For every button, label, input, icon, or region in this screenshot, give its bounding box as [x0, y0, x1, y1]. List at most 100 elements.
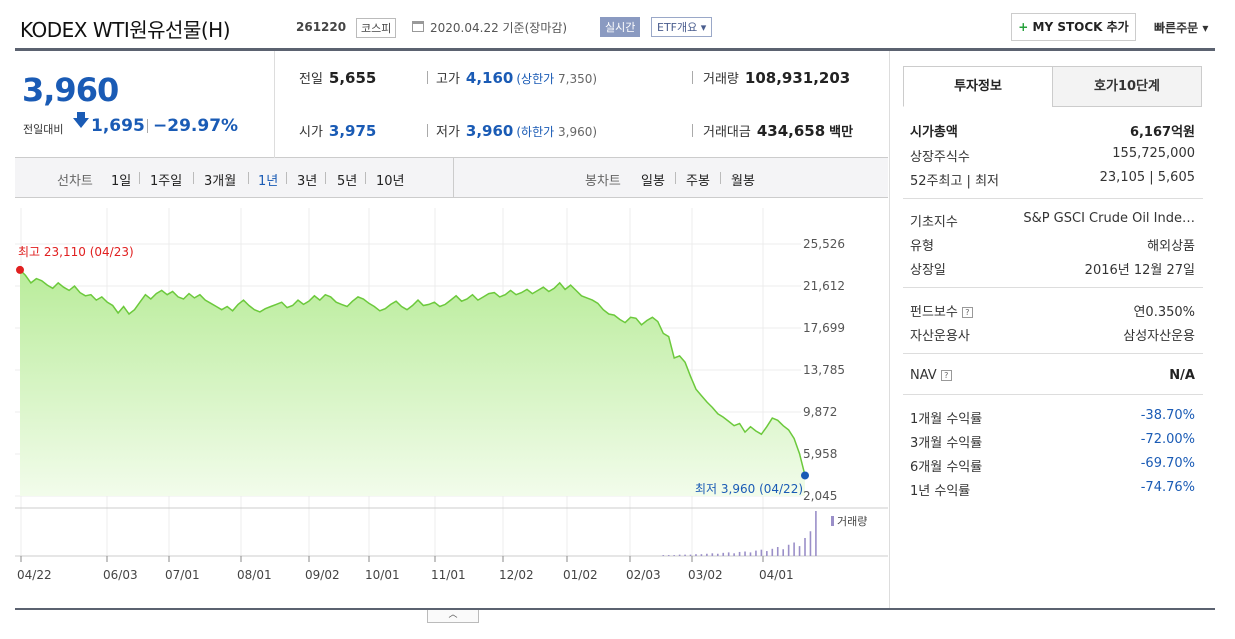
y-tick-label: 17,699 [803, 321, 845, 335]
y-tick-label: 9,872 [803, 405, 837, 419]
shares-value: 155,725,000 [1112, 146, 1195, 161]
volume-bar [727, 552, 730, 556]
x-tick-label: 03/02 [688, 568, 723, 582]
investment-info-panel: 투자정보 호가10단계 시가총액 6,167억원 상장주식수 155,725,0… [889, 51, 1215, 608]
x-tick-label: 02/03 [626, 568, 661, 582]
line-chart-title: 선차트 [57, 174, 93, 189]
price-chart[interactable]: 25,52621,61217,69913,7859,8725,9582,045 … [15, 198, 888, 608]
current-price-box: 3,960 전일대비 1,695 −29.97% [15, 51, 275, 158]
volume-bar [673, 555, 675, 556]
info-row-52week: 52주최고 | 최저 23,105 | 5,605 [910, 170, 1195, 190]
help-icon[interactable]: ? [961, 307, 973, 318]
etf-overview-button[interactable]: ETF개요 ▾ [651, 17, 713, 37]
period-divider [248, 172, 249, 184]
chart-period-toolbar: 선차트 1일 1주일 3개월 1년 3년 5년 10년 봉차트 일봉 주봉 월봉 [15, 158, 888, 198]
volume-bar [689, 554, 692, 556]
cell-divider [692, 71, 693, 84]
period-1w[interactable]: 1주일 [150, 174, 183, 189]
volume-bar [760, 549, 763, 556]
period-divider [720, 172, 721, 184]
info-row-manager: 자산운용사 삼성자산운용 [910, 325, 1195, 345]
fee-value: 연0.350% [1133, 305, 1195, 320]
period-10y[interactable]: 10년 [376, 174, 405, 189]
quick-order-menu[interactable]: 빠른주문 ▾ [1154, 21, 1209, 35]
volume-label: 거래량 [703, 72, 739, 87]
change-label: 전일대비 [23, 123, 64, 136]
info-row-return-6m: 6개월 수익률 -69.70% [910, 456, 1195, 476]
collapse-chart-button[interactable]: ︿ [427, 610, 479, 623]
lower-limit-close: ) [592, 125, 598, 139]
volume-bar [711, 553, 714, 556]
open-cell: 시가 3,975 [299, 121, 376, 140]
volume-bar [749, 552, 752, 556]
panel-divider [903, 287, 1203, 288]
info-row-type: 유형 해외상품 [910, 235, 1195, 255]
stock-header: KODEX WTI원유선물(H) 261220 코스피 2020.04.22 기… [0, 0, 1235, 51]
volume-bar [798, 546, 801, 556]
help-icon[interactable]: ? [940, 370, 952, 381]
return-6m-label: 6개월 수익률 [910, 460, 983, 475]
panel-divider [903, 353, 1203, 354]
tab-order-book[interactable]: 호가10단계 [1052, 66, 1202, 107]
volume-bar [706, 553, 708, 556]
low-marker [801, 471, 809, 480]
realtime-button[interactable]: 실시간 [600, 17, 641, 37]
volume-bar [787, 544, 790, 556]
x-tick-label: 10/01 [365, 568, 400, 582]
period-5y[interactable]: 5년 [337, 174, 358, 189]
return-1y-label: 1년 수익률 [910, 484, 971, 499]
add-mystock-button[interactable]: + MY STOCK 추가 [1011, 13, 1136, 41]
index-value: S&P GSCI Crude Oil Inde… [1023, 211, 1195, 226]
tab-investment-info[interactable]: 투자정보 [903, 66, 1053, 107]
add-mystock-label: MY STOCK 추가 [1032, 20, 1129, 34]
period-3m[interactable]: 3개월 [204, 174, 237, 189]
panel-divider [903, 394, 1203, 395]
price-area [19, 269, 806, 496]
market-cap-value: 6,167억원 [1129, 125, 1195, 140]
shares-label: 상장주식수 [910, 150, 970, 165]
plus-icon: + [1018, 20, 1029, 34]
volume-bar [804, 538, 806, 556]
manager-label: 자산운용사 [910, 329, 970, 344]
candle-monthly[interactable]: 월봉 [731, 174, 755, 189]
x-tick-label: 07/01 [165, 568, 200, 582]
volume-cell: 거래량 108,931,203 [703, 68, 850, 87]
chart-bottom-divider [15, 608, 1215, 610]
return-1m-label: 1개월 수익률 [910, 412, 983, 427]
lower-limit-open: (하한가 [516, 125, 558, 139]
return-1m-value: -38.70% [1140, 408, 1195, 423]
volume-bar [667, 555, 670, 556]
period-divider [139, 172, 140, 184]
lower-limit-value: 3,960 [558, 125, 593, 139]
volume-bar [755, 550, 757, 556]
period-divider [286, 172, 287, 184]
nav-value: N/A [1169, 368, 1195, 383]
week52-label: 52주최고 | 최저 [910, 174, 999, 189]
y-tick-label: 2,045 [803, 489, 837, 503]
x-tick-label: 04/22 [17, 568, 52, 582]
high-marker [16, 265, 24, 274]
x-tick-label: 08/01 [237, 568, 272, 582]
prev-close-cell: 전일 5,655 [299, 68, 376, 87]
volume-bar [782, 549, 784, 556]
amount-unit: 백만 [829, 125, 854, 140]
x-tick-label: 12/02 [499, 568, 534, 582]
y-tick-label: 25,526 [803, 237, 845, 251]
period-1y[interactable]: 1년 [258, 174, 279, 189]
listing-date-value: 2016년 12월 27일 [1084, 263, 1195, 278]
period-divider [365, 172, 366, 184]
volume-bar [700, 554, 703, 556]
quote-summary: 3,960 전일대비 1,695 −29.97% 전일 5,655 시가 3,975… [15, 51, 888, 158]
panel-divider [903, 198, 1203, 199]
type-label: 유형 [910, 239, 934, 254]
candle-weekly[interactable]: 주봉 [686, 174, 710, 189]
info-row-return-1y: 1년 수익률 -74.76% [910, 480, 1195, 500]
candle-daily[interactable]: 일봉 [641, 174, 665, 189]
stock-title: KODEX WTI원유선물(H) [20, 18, 231, 42]
period-3y[interactable]: 3년 [297, 174, 318, 189]
period-1d[interactable]: 1일 [111, 174, 132, 189]
market-badge: 코스피 [356, 18, 397, 38]
cell-divider [427, 71, 428, 84]
amount-cell: 거래대금 434,658 백만 [703, 121, 853, 140]
volume-bar [793, 542, 795, 556]
